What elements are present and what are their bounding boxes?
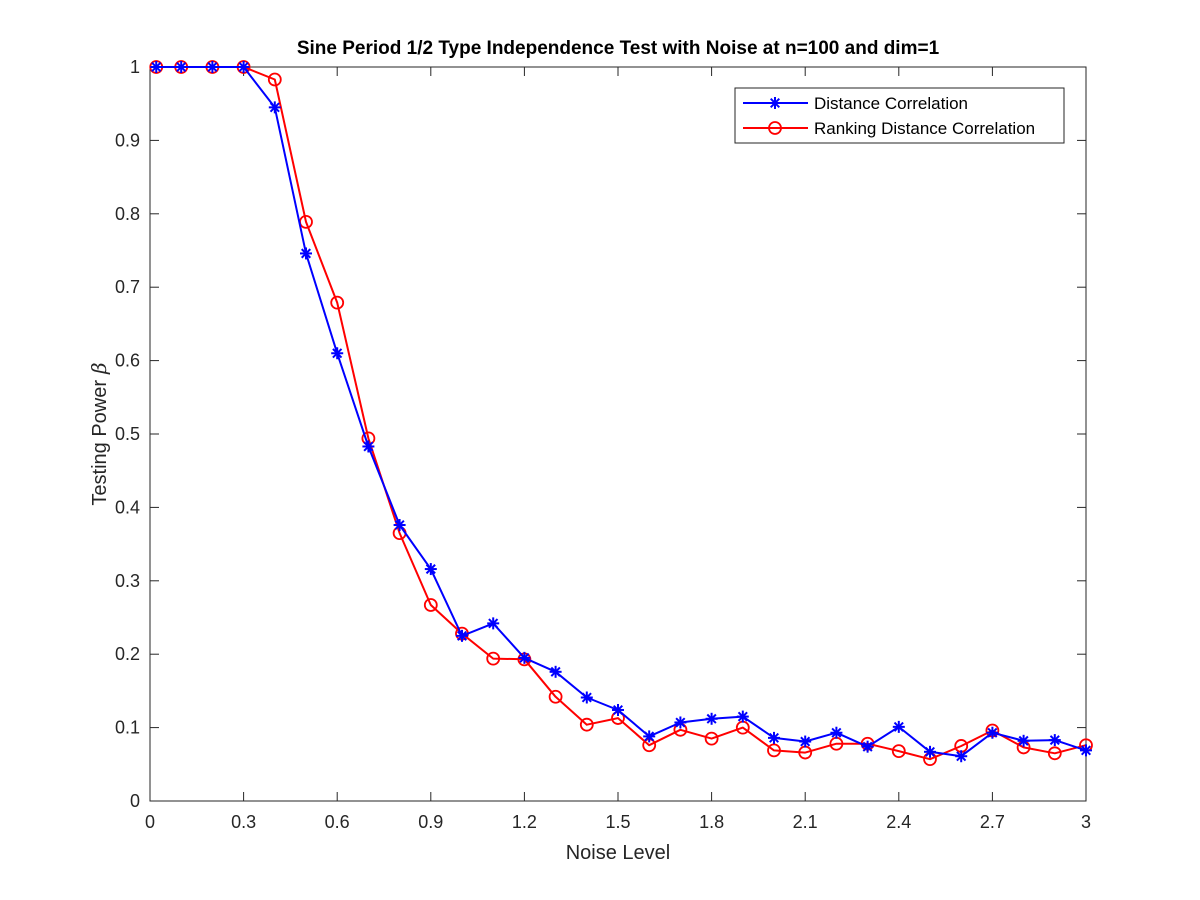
data-point-distance-correlation <box>986 726 999 739</box>
data-point-distance-correlation <box>206 61 219 73</box>
x-tick-label: 1.8 <box>699 812 724 832</box>
y-tick-label: 0.5 <box>115 424 140 444</box>
y-tick-label: 0.7 <box>115 277 140 297</box>
x-tick-label: 1.2 <box>512 812 537 832</box>
data-point-distance-correlation <box>1080 744 1092 757</box>
legend-marker-symbol <box>769 97 781 109</box>
data-point-distance-correlation <box>705 712 718 725</box>
y-tick-label: 0 <box>130 791 140 811</box>
data-point-distance-correlation <box>150 61 163 73</box>
x-tick-label: 1.5 <box>605 812 630 832</box>
data-point-ranking-distance-correlation <box>1047 746 1062 761</box>
y-axis-label-text: Testing Power <box>89 380 111 506</box>
x-tick-label: 2.7 <box>980 812 1005 832</box>
data-point-ranking-distance-correlation <box>891 744 906 758</box>
data-point-ranking-distance-correlation <box>767 743 781 758</box>
data-point-distance-correlation <box>861 740 874 753</box>
data-point-ranking-distance-correlation <box>579 717 594 732</box>
x-tick-label: 2.4 <box>886 812 911 832</box>
data-point-distance-correlation <box>549 665 562 678</box>
y-tick-label: 0.4 <box>115 497 140 517</box>
y-tick-label: 0.2 <box>115 644 140 664</box>
legend-box <box>734 87 1065 144</box>
legend-label-distance-correlation: Distance Correlation <box>814 94 968 113</box>
legend-marker-distance-correlation <box>769 97 781 109</box>
x-tick-label: 0.9 <box>418 812 443 832</box>
legend-label-ranking-distance-correlation: Ranking Distance Correlation <box>814 119 1035 138</box>
data-point-ranking-distance-correlation <box>548 689 563 704</box>
data-point-ranking-distance-correlation <box>704 731 719 746</box>
data-point-distance-correlation <box>799 735 812 748</box>
series-layer <box>149 60 1093 767</box>
y-tick-label: 0.6 <box>115 351 140 371</box>
data-point-ranking-distance-correlation <box>267 72 282 87</box>
data-point-distance-correlation <box>924 745 936 758</box>
data-point-distance-correlation <box>768 731 780 744</box>
data-point-ranking-distance-correlation <box>486 651 501 666</box>
x-tick-label: 0 <box>145 812 155 832</box>
data-point-distance-correlation <box>736 710 749 723</box>
data-point-distance-correlation <box>237 61 250 73</box>
data-point-distance-correlation <box>393 519 406 532</box>
data-point-distance-correlation <box>175 61 188 73</box>
plot-area <box>149 66 1087 802</box>
y-tick-label: 1 <box>130 57 140 77</box>
x-tick-label: 0.3 <box>231 812 256 832</box>
data-point-ranking-distance-correlation <box>423 598 438 612</box>
data-point-distance-correlation <box>1017 734 1030 747</box>
legend-marker-ranking-distance-correlation <box>768 121 782 135</box>
data-point-distance-correlation <box>674 716 687 729</box>
data-point-distance-correlation <box>955 750 968 763</box>
series-line-ranking-distance-correlation <box>156 66 1087 761</box>
data-point-distance-correlation <box>331 347 344 360</box>
data-point-distance-correlation <box>643 730 656 743</box>
chart-title: Sine Period 1/2 Type Independence Test w… <box>297 38 940 59</box>
legend-marker-symbol <box>768 121 782 135</box>
x-tick-label: 3 <box>1081 812 1091 832</box>
data-point-distance-correlation <box>1048 734 1061 747</box>
data-point-ranking-distance-correlation <box>330 295 345 310</box>
data-point-distance-correlation <box>892 720 905 733</box>
data-point-distance-correlation <box>518 651 531 664</box>
series-distance-correlation <box>150 61 1092 763</box>
y-tick-label: 0.1 <box>115 718 140 738</box>
y-tick-label: 0.8 <box>115 204 140 224</box>
legend: Distance Correlation Ranking Distance Co… <box>734 87 1065 144</box>
y-tick-label: 0.9 <box>115 130 140 150</box>
x-tick-label: 0.6 <box>325 812 350 832</box>
y-axis-label: Testing Power β <box>87 362 111 505</box>
data-point-distance-correlation <box>456 629 468 642</box>
y-axis-label-symbol: β <box>87 362 111 375</box>
y-tick-label: 0.3 <box>115 571 140 591</box>
x-axis-label: Noise Level <box>566 842 671 864</box>
data-point-distance-correlation <box>268 101 281 114</box>
data-point-distance-correlation <box>487 617 500 630</box>
axis-ticks: 0 0.3 0.6 0.9 1.2 1.5 1.8 2.1 2.4 2.7 3 0 0.1 0.2 0.3 0… <box>115 57 1091 832</box>
data-point-distance-correlation <box>580 691 593 704</box>
data-point-distance-correlation <box>612 703 624 716</box>
data-point-distance-correlation <box>300 247 312 260</box>
data-point-distance-correlation <box>362 440 375 453</box>
data-point-distance-correlation <box>830 726 843 739</box>
x-tick-label: 2.1 <box>793 812 818 832</box>
data-point-distance-correlation <box>424 563 437 576</box>
